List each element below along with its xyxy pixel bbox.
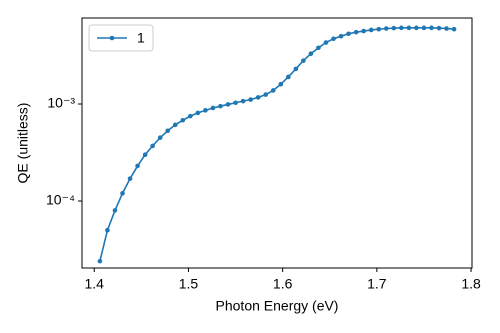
point — [172, 122, 178, 128]
point — [301, 58, 306, 63]
point — [97, 258, 103, 264]
point — [406, 25, 412, 31]
point — [451, 26, 457, 32]
point — [135, 163, 140, 169]
point — [142, 152, 148, 158]
point — [331, 36, 336, 42]
point — [165, 128, 171, 134]
point — [203, 108, 208, 113]
point — [248, 97, 253, 102]
point — [225, 102, 231, 107]
point — [293, 66, 299, 72]
point — [157, 135, 163, 140]
point — [112, 208, 118, 213]
y-tick-label: 10⁻⁴ — [46, 192, 75, 208]
point — [338, 33, 344, 39]
point — [286, 74, 291, 80]
point — [436, 25, 442, 31]
point — [444, 26, 449, 31]
legend-label: 1 — [137, 30, 145, 46]
point — [218, 103, 223, 109]
point — [105, 227, 110, 233]
point — [429, 25, 434, 31]
point — [353, 29, 359, 35]
point — [270, 88, 276, 93]
point — [180, 117, 186, 123]
point — [376, 26, 382, 32]
legend-marker — [109, 35, 115, 41]
point — [383, 26, 389, 31]
point — [368, 27, 374, 33]
point — [255, 95, 261, 100]
point — [316, 45, 321, 51]
point — [361, 28, 366, 34]
point — [240, 98, 246, 104]
point — [188, 113, 193, 119]
point — [278, 81, 284, 87]
point — [150, 143, 155, 149]
x-tick-label: 1.6 — [273, 276, 293, 292]
point — [263, 92, 268, 97]
point — [323, 40, 329, 45]
x-axis-label: Photon Energy (eV) — [216, 298, 339, 314]
x-tick-label: 1.4 — [85, 276, 105, 292]
point — [127, 176, 133, 181]
point — [391, 25, 397, 31]
point — [233, 100, 238, 106]
point — [346, 31, 351, 37]
x-tick-label: 1.7 — [367, 276, 387, 292]
x-tick-label: 1.8 — [461, 276, 481, 292]
point — [210, 105, 216, 111]
point — [195, 110, 201, 116]
point — [308, 51, 314, 57]
plot-area — [81, 17, 473, 269]
point — [421, 25, 427, 31]
x-tick-label: 1.5 — [179, 276, 199, 292]
point — [399, 25, 404, 31]
y-tick-label: 10⁻³ — [47, 95, 75, 111]
point — [414, 25, 419, 31]
y-axis-label: QE (unitless) — [15, 103, 31, 184]
point — [120, 191, 125, 196]
